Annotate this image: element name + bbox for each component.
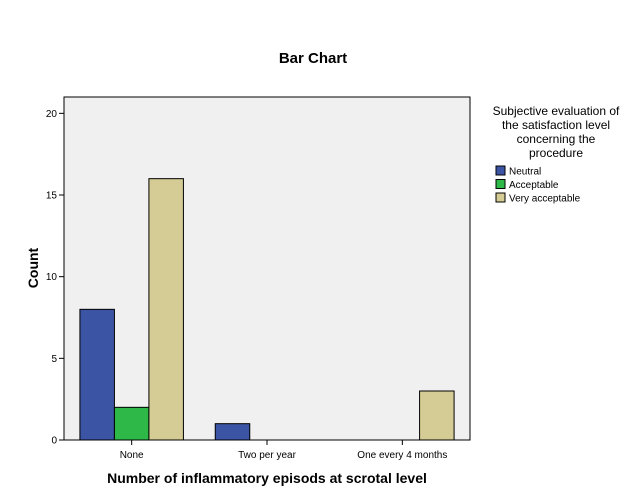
bar-acceptable <box>113 406 150 441</box>
legend-title-line-1: Subjective evaluation of <box>493 104 620 118</box>
bar-very-acceptable <box>148 178 184 441</box>
x-axis-title: Number of inflammatory episods at scrota… <box>107 470 427 486</box>
legend-label: Acceptable <box>509 180 559 191</box>
legend-swatch <box>495 165 506 176</box>
y-tick-label: 5 <box>51 354 57 365</box>
bar-very-acceptable <box>419 390 455 441</box>
legend: Subjective evaluation of the satisfactio… <box>493 104 620 205</box>
legend-title-line-4: procedure <box>529 146 583 160</box>
legend-title-line-2: the satisfaction level <box>502 118 610 132</box>
legend-title-line-3: concerning the <box>517 132 596 146</box>
y-axis-title: Count <box>25 247 41 288</box>
y-tick-label: 10 <box>46 272 58 283</box>
x-axis: None Two per year One every 4 months <box>120 440 447 461</box>
y-tick-label: 0 <box>51 436 57 447</box>
legend-swatch <box>495 179 506 189</box>
legend-label: Neutral <box>509 167 541 178</box>
x-tick-label: One every 4 months <box>357 450 447 461</box>
legend-label: Very acceptable <box>509 194 581 205</box>
bars-group <box>79 178 455 441</box>
bar-neutral <box>79 308 115 441</box>
x-tick-label: Two per year <box>238 450 296 461</box>
y-tick-label: 20 <box>46 109 58 120</box>
bar-neutral <box>214 423 251 441</box>
y-tick-label: 15 <box>46 191 58 202</box>
y-axis: 0 5 10 15 20 <box>46 109 64 447</box>
chart-title: Bar Chart <box>279 50 347 67</box>
legend-swatch <box>495 192 506 203</box>
x-tick-label: None <box>120 450 144 461</box>
plot-area <box>63 96 471 441</box>
